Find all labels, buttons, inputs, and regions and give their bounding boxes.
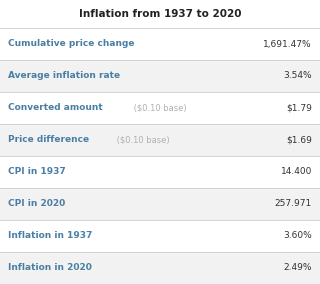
Text: Average inflation rate: Average inflation rate xyxy=(8,72,120,80)
Text: Converted amount: Converted amount xyxy=(8,103,103,112)
Bar xyxy=(0,124,320,156)
Text: 2.49%: 2.49% xyxy=(284,264,312,273)
Text: 3.60%: 3.60% xyxy=(283,231,312,241)
Text: ($0.10 base): ($0.10 base) xyxy=(131,103,187,112)
Text: $1.69: $1.69 xyxy=(286,135,312,145)
Text: Inflation from 1937 to 2020: Inflation from 1937 to 2020 xyxy=(79,9,241,19)
Text: Inflation in 1937: Inflation in 1937 xyxy=(8,231,92,241)
Bar xyxy=(0,220,320,252)
Bar xyxy=(0,60,320,92)
Text: Inflation in 2020: Inflation in 2020 xyxy=(8,264,92,273)
Text: 3.54%: 3.54% xyxy=(284,72,312,80)
Text: Cumulative price change: Cumulative price change xyxy=(8,39,134,49)
Text: ($0.10 base): ($0.10 base) xyxy=(114,135,169,145)
Text: Price difference: Price difference xyxy=(8,135,89,145)
Bar xyxy=(0,188,320,220)
Bar xyxy=(0,92,320,124)
Text: $1.79: $1.79 xyxy=(286,103,312,112)
Bar xyxy=(0,156,320,188)
Text: CPI in 2020: CPI in 2020 xyxy=(8,199,65,208)
Text: 14.400: 14.400 xyxy=(281,168,312,176)
Text: CPI in 1937: CPI in 1937 xyxy=(8,168,66,176)
Bar xyxy=(0,28,320,60)
Text: 1,691.47%: 1,691.47% xyxy=(263,39,312,49)
Bar xyxy=(0,252,320,284)
Text: 257.971: 257.971 xyxy=(275,199,312,208)
